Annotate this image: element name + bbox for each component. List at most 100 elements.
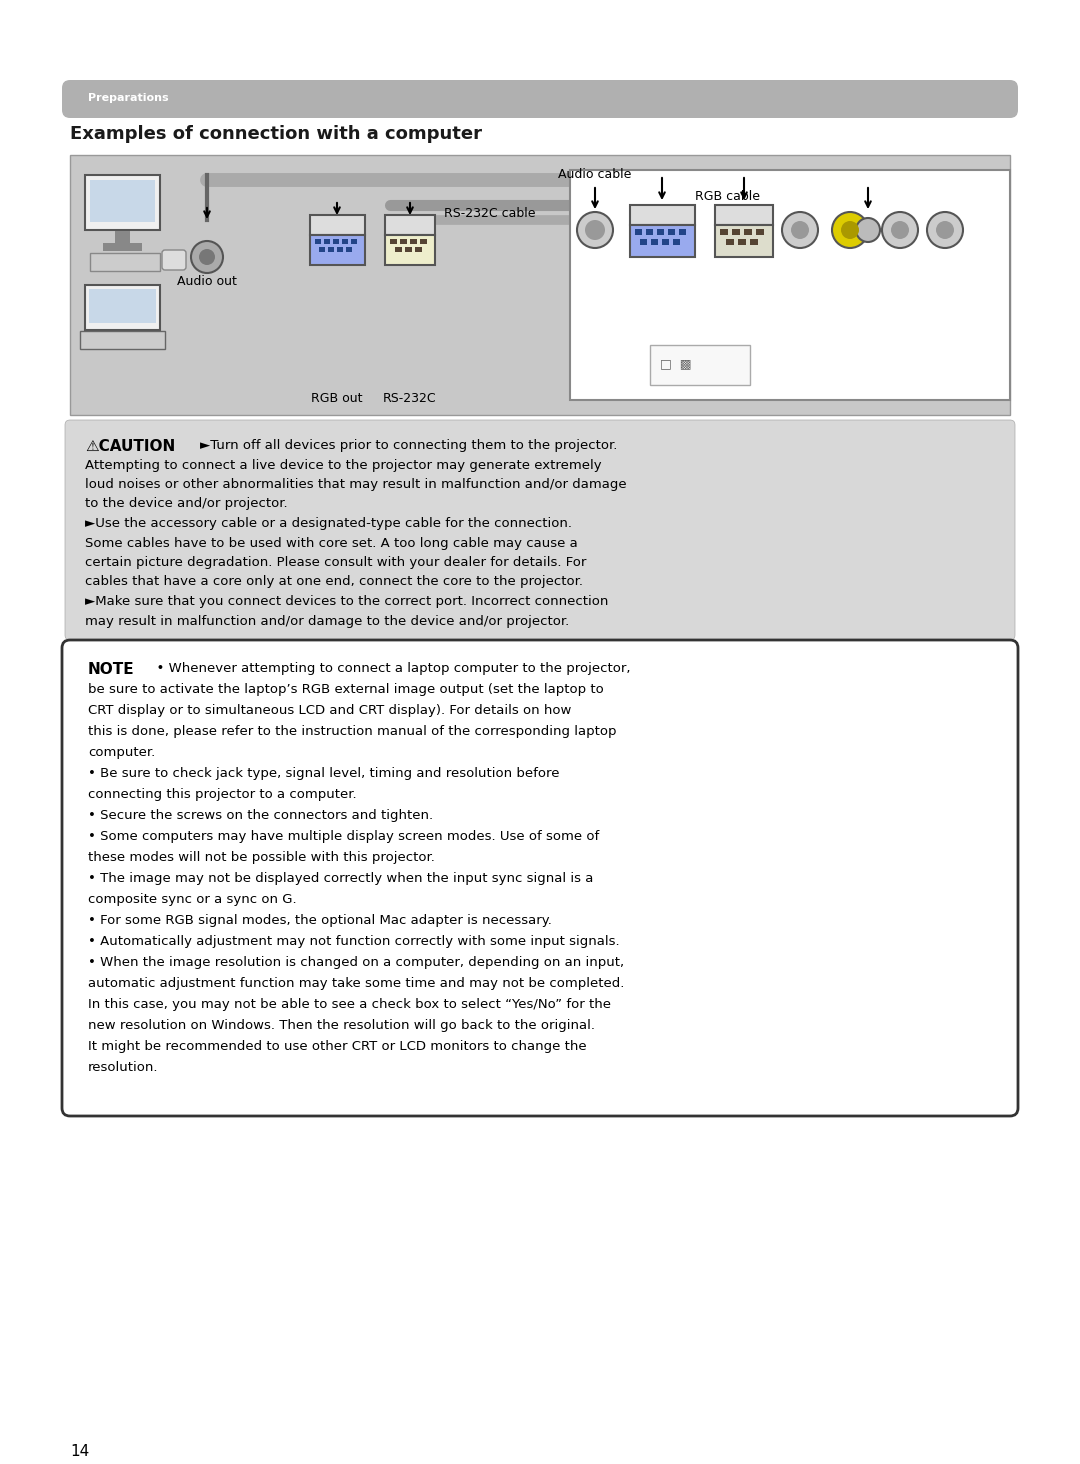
Circle shape: [782, 212, 818, 247]
Text: • Be sure to check jack type, signal level, timing and resolution before: • Be sure to check jack type, signal lev…: [87, 767, 559, 780]
Circle shape: [936, 221, 954, 239]
Bar: [635, 228, 642, 236]
Bar: [640, 239, 647, 244]
Text: these modes will not be possible with this projector.: these modes will not be possible with th…: [87, 851, 435, 864]
Circle shape: [841, 221, 859, 239]
Text: automatic adjustment function may take some time and may not be completed.: automatic adjustment function may take s…: [87, 976, 624, 990]
Bar: [630, 225, 696, 258]
Bar: [415, 247, 422, 252]
Bar: [662, 239, 669, 244]
Circle shape: [832, 212, 868, 247]
Bar: [673, 239, 680, 244]
Bar: [630, 205, 696, 225]
Bar: [114, 231, 130, 243]
Bar: [756, 228, 764, 236]
Bar: [650, 346, 750, 385]
FancyBboxPatch shape: [62, 81, 1018, 119]
Text: loud noises or other abnormalities that may result in malfunction and/or damage: loud noises or other abnormalities that …: [85, 479, 626, 490]
Bar: [346, 247, 352, 252]
Text: • Whenever attempting to connect a laptop computer to the projector,: • Whenever attempting to connect a lapto…: [148, 662, 631, 675]
Bar: [715, 225, 773, 258]
Bar: [319, 247, 325, 252]
Text: Audio cable: Audio cable: [558, 168, 632, 182]
Bar: [85, 176, 160, 230]
Bar: [726, 239, 734, 244]
Bar: [89, 288, 156, 324]
Text: • The image may not be displayed correctly when the input sync signal is a: • The image may not be displayed correct…: [87, 873, 593, 886]
Circle shape: [585, 220, 605, 240]
Bar: [732, 228, 740, 236]
Bar: [738, 239, 746, 244]
Bar: [351, 239, 357, 244]
Text: resolution.: resolution.: [87, 1061, 159, 1075]
Text: may result in malfunction and/or damage to the device and/or projector.: may result in malfunction and/or damage …: [85, 615, 569, 628]
Bar: [750, 239, 758, 244]
Text: RS-232C: RS-232C: [383, 392, 436, 406]
Bar: [90, 180, 156, 223]
Bar: [657, 228, 664, 236]
Bar: [390, 239, 397, 244]
Text: cables that have a core only at one end, connect the core to the projector.: cables that have a core only at one end,…: [85, 575, 583, 589]
Bar: [85, 285, 160, 329]
Text: NOTE: NOTE: [87, 662, 135, 676]
Text: connecting this projector to a computer.: connecting this projector to a computer.: [87, 788, 356, 801]
FancyBboxPatch shape: [65, 420, 1015, 640]
Bar: [90, 253, 160, 271]
Text: computer.: computer.: [87, 747, 156, 758]
Circle shape: [882, 212, 918, 247]
Bar: [420, 239, 427, 244]
Bar: [570, 170, 1010, 400]
Bar: [80, 331, 165, 348]
Bar: [324, 239, 330, 244]
Circle shape: [927, 212, 963, 247]
Text: ►Use the accessory cable or a designated-type cable for the connection.: ►Use the accessory cable or a designated…: [85, 517, 572, 530]
Bar: [679, 228, 686, 236]
Text: new resolution on Windows. Then the resolution will go back to the original.: new resolution on Windows. Then the reso…: [87, 1019, 595, 1032]
Bar: [400, 239, 407, 244]
Text: to the device and/or projector.: to the device and/or projector.: [85, 498, 287, 511]
Text: Audio out: Audio out: [177, 275, 237, 288]
Text: Some cables have to be used with core set. A too long cable may cause a: Some cables have to be used with core se…: [85, 536, 578, 549]
Text: this is done, please refer to the instruction manual of the corresponding laptop: this is done, please refer to the instru…: [87, 725, 617, 738]
Circle shape: [199, 249, 215, 265]
Text: Attempting to connect a live device to the projector may generate extremely: Attempting to connect a live device to t…: [85, 458, 602, 471]
Text: CRT display or to simultaneous LCD and CRT display). For details on how: CRT display or to simultaneous LCD and C…: [87, 704, 571, 717]
Bar: [744, 228, 752, 236]
Bar: [384, 215, 435, 236]
Bar: [405, 247, 411, 252]
Text: Preparations: Preparations: [87, 94, 168, 102]
Circle shape: [191, 242, 222, 272]
Bar: [103, 243, 141, 250]
Text: composite sync or a sync on G.: composite sync or a sync on G.: [87, 893, 297, 906]
Bar: [651, 239, 658, 244]
Text: • When the image resolution is changed on a computer, depending on an input,: • When the image resolution is changed o…: [87, 956, 624, 969]
Text: 14: 14: [70, 1444, 90, 1460]
FancyBboxPatch shape: [62, 640, 1018, 1116]
Text: ⚠CAUTION: ⚠CAUTION: [85, 439, 175, 454]
Text: ►Turn off all devices prior to connecting them to the projector.: ►Turn off all devices prior to connectin…: [200, 439, 618, 452]
Bar: [310, 215, 365, 236]
Bar: [646, 228, 653, 236]
Bar: [328, 247, 334, 252]
Text: RS-232C cable: RS-232C cable: [444, 206, 536, 220]
Text: be sure to activate the laptop’s RGB external image output (set the laptop to: be sure to activate the laptop’s RGB ext…: [87, 684, 604, 695]
Bar: [342, 239, 348, 244]
Text: Examples of connection with a computer: Examples of connection with a computer: [70, 124, 482, 143]
Bar: [720, 228, 728, 236]
Bar: [384, 236, 435, 265]
Text: □  ▩: □ ▩: [660, 357, 691, 370]
Bar: [395, 247, 402, 252]
Text: • Some computers may have multiple display screen modes. Use of some of: • Some computers may have multiple displ…: [87, 830, 599, 843]
Circle shape: [791, 221, 809, 239]
Circle shape: [577, 212, 613, 247]
Bar: [715, 205, 773, 225]
Text: It might be recommended to use other CRT or LCD monitors to change the: It might be recommended to use other CRT…: [87, 1039, 586, 1053]
Bar: [669, 228, 675, 236]
Text: RGB cable: RGB cable: [696, 190, 760, 203]
Text: certain picture degradation. Please consult with your dealer for details. For: certain picture degradation. Please cons…: [85, 556, 586, 569]
Bar: [70, 155, 1010, 414]
Text: RGB out: RGB out: [311, 392, 363, 406]
Circle shape: [891, 221, 909, 239]
Bar: [310, 236, 365, 265]
Bar: [410, 239, 417, 244]
